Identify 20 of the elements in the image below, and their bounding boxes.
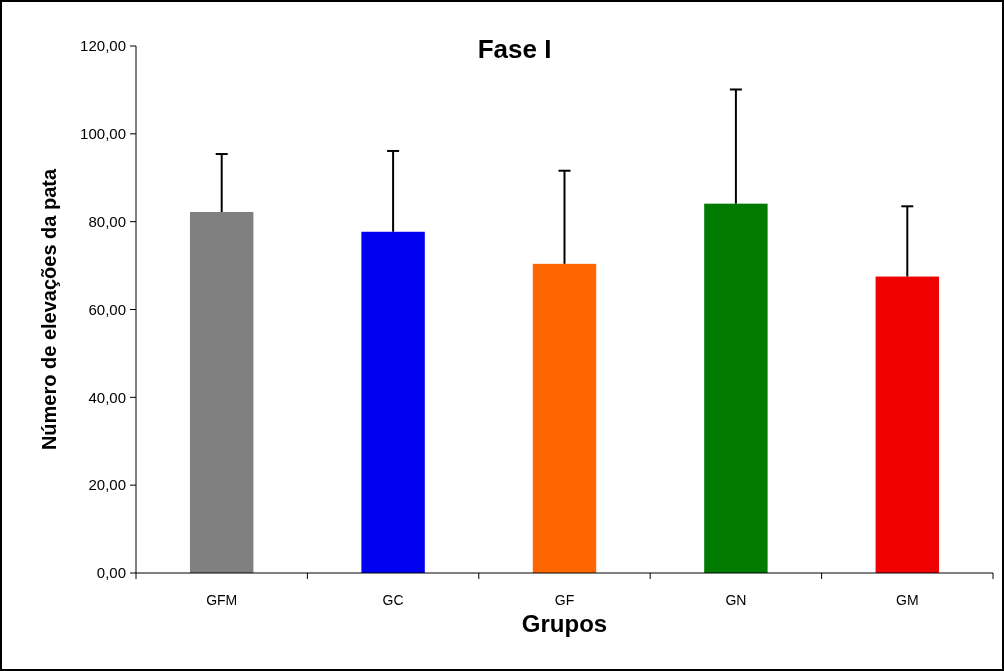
bar — [361, 231, 425, 573]
x-tick-label: GF — [554, 592, 575, 608]
bar — [875, 276, 940, 573]
x-tick-label: GM — [896, 592, 919, 608]
y-tick-label: 60,00 — [88, 300, 126, 318]
bar — [532, 263, 597, 573]
x-tick-label: GN — [725, 592, 747, 608]
y-tick-label: 100,00 — [80, 125, 126, 143]
x-tick-label: GC — [382, 592, 404, 608]
y-axis-title: Número de elevações da pata — [38, 168, 60, 451]
bar — [704, 203, 768, 573]
x-tick-label: GFM — [206, 592, 238, 608]
y-tick-label: 20,00 — [88, 476, 126, 494]
bar — [189, 212, 254, 573]
y-tick-label: 40,00 — [88, 388, 126, 406]
x-axis-title: Grupos — [521, 610, 608, 637]
y-tick-label: 0,00 — [96, 564, 126, 582]
y-tick-label: 80,00 — [88, 212, 126, 230]
y-tick-label: 120,00 — [80, 37, 126, 55]
chart-title: Fase I — [477, 34, 552, 64]
